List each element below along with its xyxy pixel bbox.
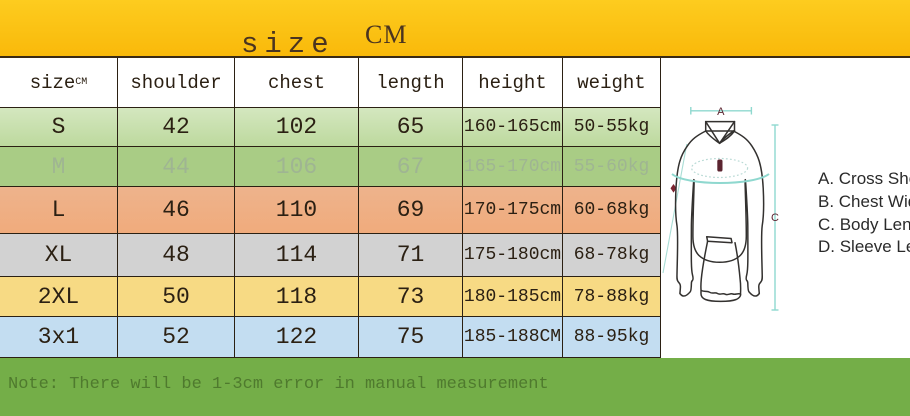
svg-text:C: C [771,212,779,224]
svg-text:A: A [717,106,725,118]
